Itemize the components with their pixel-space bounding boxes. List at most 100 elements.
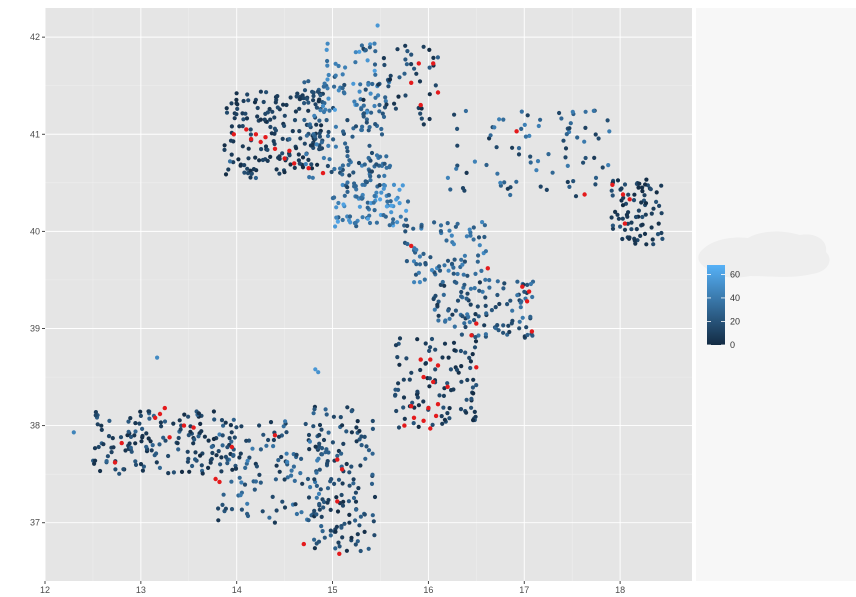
highlighted-point	[514, 129, 519, 134]
data-point	[649, 225, 654, 230]
data-point	[272, 126, 277, 131]
data-point	[270, 494, 275, 499]
data-point	[347, 158, 352, 163]
data-point	[166, 471, 171, 476]
data-point	[359, 443, 364, 448]
data-point	[99, 423, 104, 428]
data-point	[627, 235, 632, 240]
data-point	[275, 105, 280, 110]
grid-lines	[44, 8, 692, 581]
data-point	[395, 47, 400, 52]
data-point	[473, 312, 478, 317]
data-point	[326, 450, 331, 455]
data-point	[452, 112, 457, 117]
data-point	[366, 155, 371, 161]
data-point	[349, 535, 354, 540]
data-point	[243, 465, 248, 470]
data-point	[358, 463, 363, 468]
data-point	[538, 117, 543, 122]
data-point	[427, 92, 432, 97]
colorbar-label: 60	[730, 269, 740, 279]
data-point	[154, 460, 159, 465]
data-point	[317, 146, 322, 151]
highlighted-point	[320, 170, 326, 176]
data-point	[366, 82, 371, 87]
data-point	[364, 117, 369, 122]
highlighted-point	[529, 329, 535, 334]
data-point	[422, 277, 427, 282]
data-point	[428, 255, 433, 260]
data-point	[451, 271, 456, 276]
data-point	[327, 108, 332, 113]
data-point	[231, 417, 236, 422]
data-point	[317, 433, 322, 438]
data-point	[619, 186, 624, 191]
data-point	[340, 217, 345, 223]
data-point	[319, 123, 324, 128]
data-point	[306, 518, 311, 523]
data-point	[138, 409, 143, 414]
highlighted-point	[445, 384, 450, 389]
data-point	[106, 434, 112, 439]
data-point	[316, 370, 321, 375]
data-point	[596, 136, 601, 141]
data-point	[111, 445, 116, 450]
data-point	[362, 162, 367, 167]
data-point	[229, 430, 234, 435]
data-point	[282, 170, 287, 175]
data-point	[462, 188, 467, 193]
data-point	[423, 262, 428, 267]
data-point	[326, 143, 331, 148]
data-point	[459, 364, 464, 369]
data-point	[340, 72, 345, 77]
data-point	[343, 141, 348, 146]
data-point	[268, 154, 273, 159]
data-point	[483, 249, 488, 254]
data-point	[340, 182, 345, 188]
data-point	[299, 456, 304, 461]
data-point	[241, 117, 246, 122]
data-point	[288, 162, 293, 167]
data-point	[351, 170, 356, 175]
data-point	[436, 299, 441, 304]
data-point	[372, 68, 377, 73]
data-point	[450, 312, 455, 317]
data-point	[474, 383, 479, 388]
data-point	[416, 270, 421, 275]
data-point	[297, 161, 302, 166]
highlighted-point	[469, 333, 474, 338]
data-point	[620, 203, 626, 208]
data-point	[427, 384, 432, 389]
data-point	[464, 410, 469, 415]
data-point	[290, 129, 295, 134]
data-point	[141, 464, 146, 469]
data-point	[546, 152, 551, 157]
data-point	[144, 444, 149, 449]
data-point	[610, 223, 616, 228]
data-point	[387, 77, 393, 82]
data-point	[363, 456, 368, 461]
data-point	[326, 129, 331, 135]
highlighted-point	[229, 444, 235, 450]
data-point	[484, 162, 489, 168]
data-point	[236, 157, 241, 162]
data-point	[223, 420, 228, 425]
x-tick-label: 13	[136, 585, 146, 595]
data-point	[272, 131, 277, 136]
data-point	[365, 58, 370, 63]
data-point	[484, 311, 489, 316]
data-point	[465, 291, 470, 296]
data-point	[411, 421, 416, 426]
data-point	[389, 210, 394, 215]
data-point	[438, 229, 443, 234]
data-point	[606, 163, 611, 168]
data-point	[360, 215, 365, 220]
data-point	[268, 117, 273, 122]
data-point	[550, 170, 555, 175]
data-point	[137, 421, 142, 426]
data-point	[448, 187, 453, 192]
data-point	[71, 430, 76, 435]
data-point	[387, 223, 392, 228]
data-point	[330, 196, 335, 201]
data-point	[302, 117, 307, 123]
